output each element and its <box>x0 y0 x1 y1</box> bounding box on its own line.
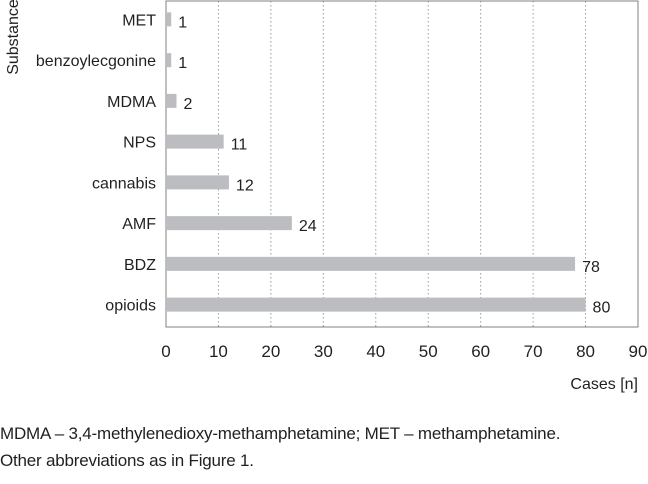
bar <box>166 93 177 108</box>
bar <box>166 256 576 271</box>
value-label: 24 <box>299 218 317 235</box>
category-label: benzoylecgonine <box>36 53 156 70</box>
x-tick-label: 0 <box>161 342 170 361</box>
value-label: 1 <box>178 55 187 72</box>
bar <box>166 297 586 312</box>
x-tick-label: 20 <box>261 342 280 361</box>
category-label: BDZ <box>124 257 156 274</box>
category-label: MDMA <box>107 94 156 111</box>
value-label: 78 <box>582 259 600 276</box>
bar <box>166 53 172 68</box>
x-tick-label: 40 <box>366 342 385 361</box>
bar-chart: MET 1 benzoylecgonine 1 MDMA 2 NPS 11 cannabis 12… <box>5 0 647 393</box>
bars-layer <box>166 12 586 312</box>
x-tick-label: 80 <box>576 342 595 361</box>
category-label: cannabis <box>92 175 156 192</box>
x-axis-label: Cases [n] <box>570 376 638 393</box>
plot-frame <box>165 0 639 328</box>
x-tick-label: 70 <box>524 342 543 361</box>
x-tick-label: 60 <box>471 342 490 361</box>
value-label: 80 <box>593 300 611 317</box>
value-label: 11 <box>231 137 248 154</box>
category-label: NPS <box>123 135 156 152</box>
value-label: 12 <box>236 177 254 194</box>
bar <box>166 175 229 190</box>
bar <box>166 12 172 27</box>
x-tick-labels: 0 10 20 30 40 50 60 70 80 90 <box>161 342 647 361</box>
x-tick-label: 50 <box>419 342 438 361</box>
category-label: MET <box>122 12 156 29</box>
value-label: 2 <box>183 96 192 113</box>
x-tick-label: 30 <box>314 342 333 361</box>
bar <box>166 134 224 149</box>
category-label: AMF <box>122 216 156 233</box>
x-tick-label: 10 <box>209 342 228 361</box>
x-tick-label: 90 <box>629 342 648 361</box>
y-axis-label: Substance <box>5 0 22 75</box>
grid-layer <box>217 1 587 327</box>
value-label: 1 <box>178 14 187 31</box>
category-label: opioids <box>105 298 156 315</box>
labels-layer: MET 1 benzoylecgonine 1 MDMA 2 NPS 11 cannabis 12… <box>36 12 611 316</box>
bar <box>166 216 292 231</box>
footnote-line-2: Other abbreviations as in Figure 1. <box>0 451 254 470</box>
footnote-line-1: MDMA – 3,4-methylenedioxy-methamphetamin… <box>0 424 561 443</box>
